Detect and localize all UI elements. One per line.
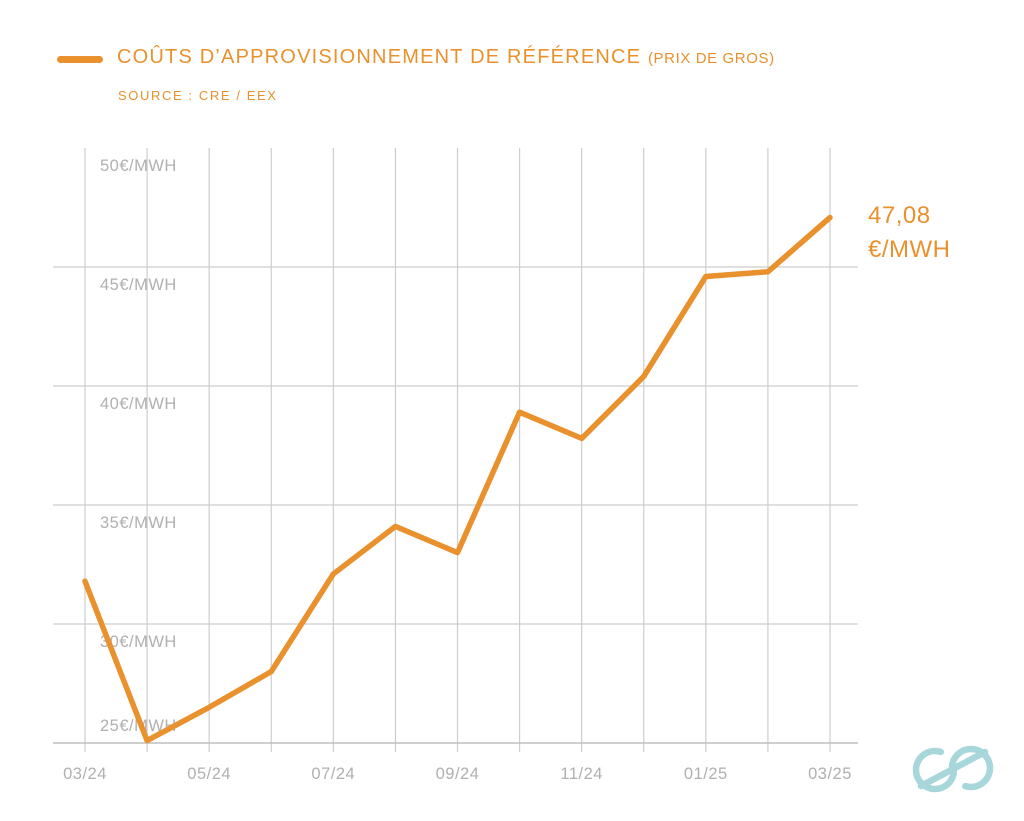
last-value-unit: €/MWH [868,236,951,263]
y-tick-label: 25€/MWH [100,717,177,735]
y-tick-label: 35€/MWH [100,514,177,532]
chart-title-suffix: (PRIX DE GROS) [647,50,775,67]
x-tick-label: 09/24 [436,765,480,783]
legend-line-swatch [57,56,103,63]
last-value-label: 47,08 €/MWH [868,199,951,267]
logo-diagonal [917,748,989,790]
y-tick-label: 40€/MWH [100,395,177,413]
chart-title-text: COÛTS D’APPROVISIONNEMENT DE RÉFÉRENCE [117,46,648,68]
x-tick-label: 11/24 [560,765,603,783]
chart-title: COÛTS D’APPROVISIONNEMENT DE RÉFÉRENCE (… [117,46,775,69]
x-tick-label: 01/25 [684,765,728,783]
vertical-gridlines [84,148,831,752]
infinity-logo-icon [912,745,994,793]
last-value-number: 47,08 [868,202,931,229]
horizontal-gridlines [53,266,858,625]
price-line-series [82,214,833,744]
x-axis-tick-labels: 03/24 05/24 07/24 09/24 11/24 01/25 03/25 [63,765,852,783]
price-line [82,214,833,744]
y-axis-tick-labels: 50€/MWH 45€/MWH 40€/MWH 35€/MWH 30€/MWH 25€/M… [100,157,177,735]
chart-source: SOURCE : CRE / EEX [118,88,278,103]
x-tick-label: 03/25 [808,765,852,783]
x-tick-label: 07/24 [311,765,355,783]
x-tick-label: 05/24 [187,765,231,783]
x-tick-label: 03/24 [63,765,107,783]
y-tick-label: 30€/MWH [100,633,177,651]
y-tick-label: 50€/MWH [100,157,177,175]
y-tick-label: 45€/MWH [100,276,177,294]
